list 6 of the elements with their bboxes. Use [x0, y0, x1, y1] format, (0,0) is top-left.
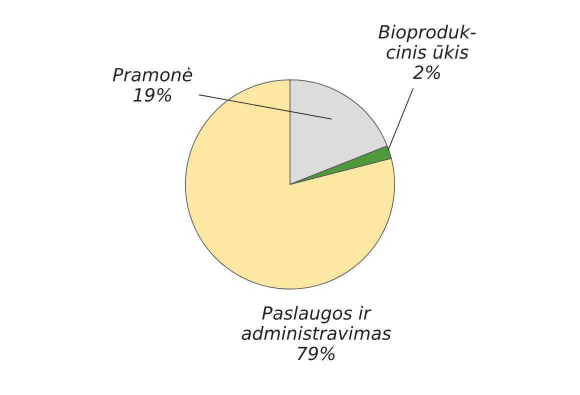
- slice-label: Paslaugos ir administravimas: [242, 306, 391, 340]
- data-label: 2%: [413, 65, 440, 80]
- data-label: 79%: [298, 346, 335, 360]
- data-label: 19%: [134, 88, 172, 102]
- slice-label: Pramonė: [112, 68, 192, 82]
- slice-label: Bioproduk- cinis ūkis: [378, 24, 476, 59]
